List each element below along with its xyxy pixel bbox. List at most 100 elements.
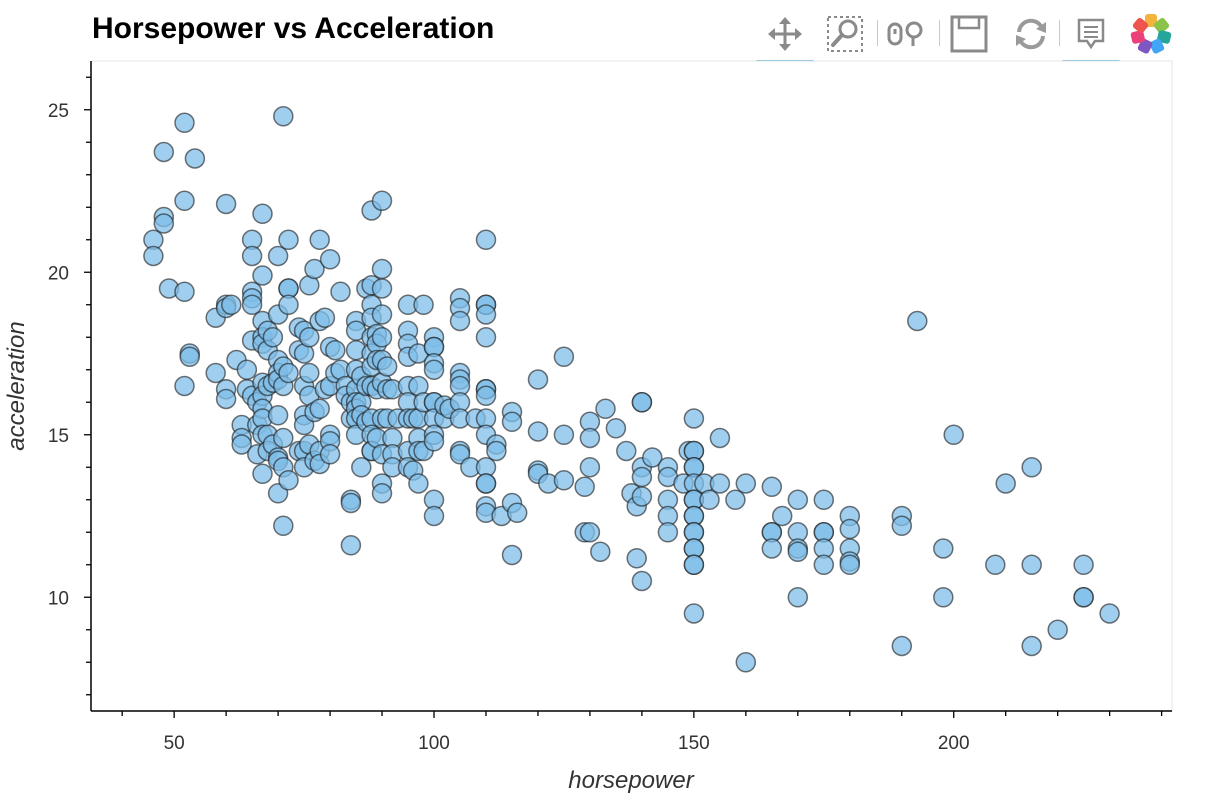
data-point[interactable] [340, 492, 362, 514]
data-point[interactable] [642, 447, 663, 468]
data-point[interactable] [299, 327, 320, 348]
data-point[interactable] [501, 544, 523, 566]
data-point[interactable] [839, 554, 861, 576]
data-point[interactable] [933, 587, 954, 608]
data-point[interactable] [579, 522, 601, 543]
data-point[interactable] [574, 476, 595, 498]
data-point[interactable] [1099, 603, 1120, 624]
data-point[interactable] [371, 327, 393, 348]
data-point[interactable] [371, 304, 393, 325]
bokeh-logo[interactable] [1122, 6, 1180, 62]
data-point[interactable] [153, 213, 175, 234]
data-point[interactable] [1021, 635, 1042, 657]
data-point[interactable] [309, 229, 330, 251]
data-point[interactable] [771, 505, 793, 527]
box-zoom-tool-button[interactable] [816, 6, 874, 62]
data-point[interactable] [325, 339, 346, 361]
data-point[interactable] [1021, 457, 1042, 478]
data-point[interactable] [553, 424, 575, 446]
data-point[interactable] [299, 362, 320, 384]
data-point[interactable] [231, 434, 252, 455]
data-point[interactable] [423, 359, 445, 381]
data-point[interactable] [319, 249, 341, 270]
data-point[interactable] [553, 346, 575, 368]
data-point[interactable] [252, 203, 273, 225]
data-point[interactable] [371, 258, 393, 280]
data-point[interactable] [319, 444, 341, 465]
data-point[interactable] [761, 538, 783, 559]
data-point[interactable] [273, 106, 294, 127]
data-point[interactable] [761, 476, 783, 498]
data-point[interactable] [1047, 619, 1068, 641]
data-point[interactable] [813, 554, 835, 576]
data-point[interactable] [174, 190, 195, 212]
data-point[interactable] [787, 541, 809, 563]
data-point[interactable] [278, 229, 299, 251]
data-point[interactable] [278, 362, 299, 384]
data-point[interactable] [423, 505, 445, 527]
data-point[interactable] [995, 473, 1016, 494]
data-point[interactable] [221, 294, 242, 316]
data-point[interactable] [252, 463, 273, 485]
data-point[interactable] [262, 327, 284, 348]
data-point[interactable] [1021, 554, 1042, 576]
data-point[interactable] [683, 603, 705, 624]
data-point[interactable] [631, 486, 653, 507]
data-point[interactable] [236, 359, 258, 381]
data-point[interactable] [304, 258, 325, 280]
data-point[interactable] [787, 489, 809, 511]
data-point[interactable] [252, 265, 273, 286]
data-point[interactable] [475, 327, 497, 348]
data-point[interactable] [309, 398, 330, 420]
data-point[interactable] [626, 548, 647, 569]
data-point[interactable] [657, 522, 679, 543]
data-point[interactable] [371, 483, 393, 504]
data-point[interactable] [376, 356, 398, 377]
data-point[interactable] [616, 440, 637, 462]
data-point[interactable] [590, 541, 611, 563]
data-point[interactable] [267, 245, 289, 267]
data-point[interactable] [143, 245, 164, 267]
data-point[interactable] [709, 427, 731, 449]
data-point[interactable] [683, 408, 705, 429]
data-point[interactable] [907, 310, 928, 332]
data-point[interactable] [215, 193, 237, 215]
data-point[interactable] [314, 307, 336, 328]
data-point[interactable] [273, 515, 294, 537]
data-point[interactable] [506, 502, 528, 524]
data-point[interactable] [267, 405, 289, 426]
data-point[interactable] [273, 427, 294, 449]
data-point[interactable] [579, 457, 601, 478]
data-point[interactable] [1073, 554, 1094, 576]
data-point[interactable] [813, 489, 835, 511]
data-point[interactable] [595, 398, 616, 420]
data-point[interactable] [1073, 587, 1094, 608]
data-point[interactable] [933, 538, 954, 559]
data-point[interactable] [527, 421, 549, 442]
data-point[interactable] [241, 294, 263, 316]
data-point[interactable] [787, 587, 809, 608]
data-point[interactable] [351, 457, 372, 478]
data-point[interactable] [278, 470, 299, 491]
data-point[interactable] [413, 294, 434, 316]
data-point[interactable] [475, 229, 497, 251]
data-point[interactable] [423, 431, 445, 452]
data-point[interactable] [174, 375, 195, 397]
data-point[interactable] [371, 190, 393, 212]
data-point[interactable] [408, 473, 429, 494]
data-point[interactable] [605, 418, 627, 439]
save-tool-button[interactable] [940, 6, 998, 62]
data-point[interactable] [340, 535, 362, 556]
data-point[interactable] [486, 440, 507, 462]
data-point[interactable] [330, 281, 351, 303]
data-point[interactable] [631, 570, 653, 592]
data-point[interactable] [153, 141, 175, 163]
data-point[interactable] [501, 411, 523, 433]
data-point[interactable] [179, 346, 200, 368]
data-point[interactable] [985, 554, 1006, 576]
data-point[interactable] [735, 473, 757, 494]
reset-tool-button[interactable] [1002, 6, 1060, 62]
data-point[interactable] [631, 466, 653, 488]
data-point[interactable] [683, 554, 705, 576]
